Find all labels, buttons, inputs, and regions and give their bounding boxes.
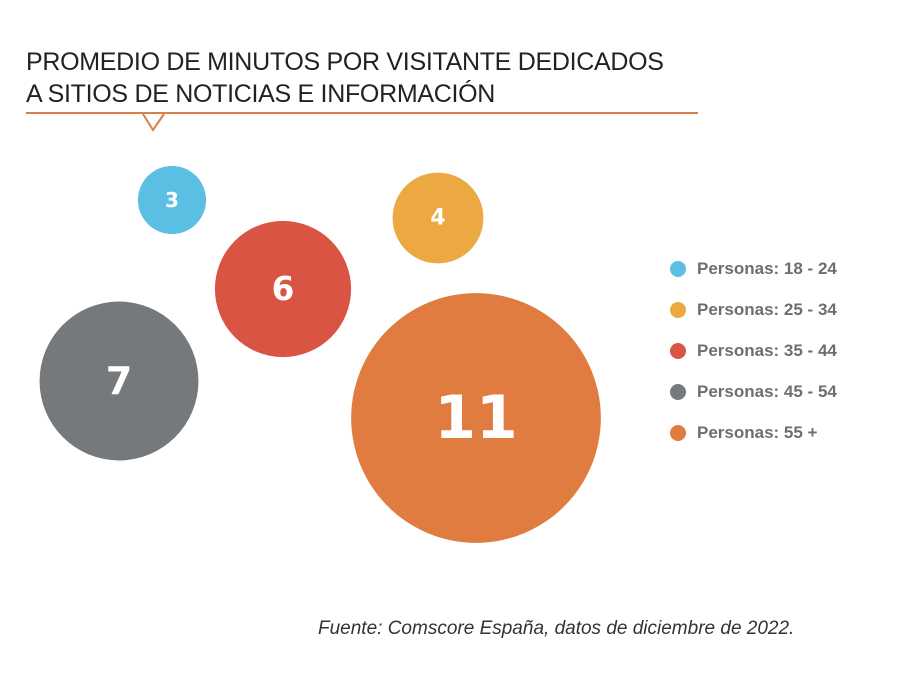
legend-item: Personas: 35 - 44 — [670, 330, 837, 371]
bubble — [351, 293, 601, 543]
legend-item: Personas: 25 - 34 — [670, 289, 837, 330]
chart-title: PROMEDIO DE MINUTOS POR VISITANTE DEDICA… — [26, 46, 664, 110]
bubble-value-label: 3 — [165, 188, 179, 212]
bubble-value-label: 11 — [434, 383, 517, 453]
legend-label: Personas: 45 - 54 — [697, 381, 837, 401]
legend-dot-icon — [670, 342, 686, 359]
legend-dot-icon — [670, 424, 686, 441]
bubble-value-label: 6 — [272, 270, 295, 308]
legend-dot-icon — [670, 383, 686, 400]
legend-label: Personas: 35 - 44 — [697, 340, 837, 360]
legend: Personas: 18 - 24 Personas: 25 - 34 Pers… — [670, 248, 837, 453]
bubble — [137, 165, 207, 235]
legend-label: Personas: 25 - 34 — [697, 299, 837, 319]
bubble — [214, 220, 352, 358]
title-notch-icon — [142, 113, 165, 132]
source-note: Fuente: Comscore España, datos de diciem… — [318, 618, 795, 639]
legend-label: Personas: 55 + — [697, 422, 818, 442]
legend-dot-icon — [670, 301, 686, 318]
legend-item: Personas: 45 - 54 — [670, 371, 837, 412]
bubble-value-label: 4 — [430, 206, 445, 231]
legend-dot-icon — [670, 260, 686, 277]
title-underline — [26, 112, 698, 114]
bubble — [392, 172, 484, 264]
bubble-value-label: 7 — [106, 359, 133, 403]
legend-item: Personas: 18 - 24 — [670, 248, 837, 289]
bubble — [39, 301, 199, 461]
chart-title-line-1: PROMEDIO DE MINUTOS POR VISITANTE DEDICA… — [26, 48, 664, 76]
chart-title-line-2: A SITIOS DE NOTICIAS E INFORMACIÓN — [26, 80, 496, 108]
legend-label: Personas: 18 - 24 — [697, 258, 837, 278]
legend-item: Personas: 55 + — [670, 412, 837, 453]
